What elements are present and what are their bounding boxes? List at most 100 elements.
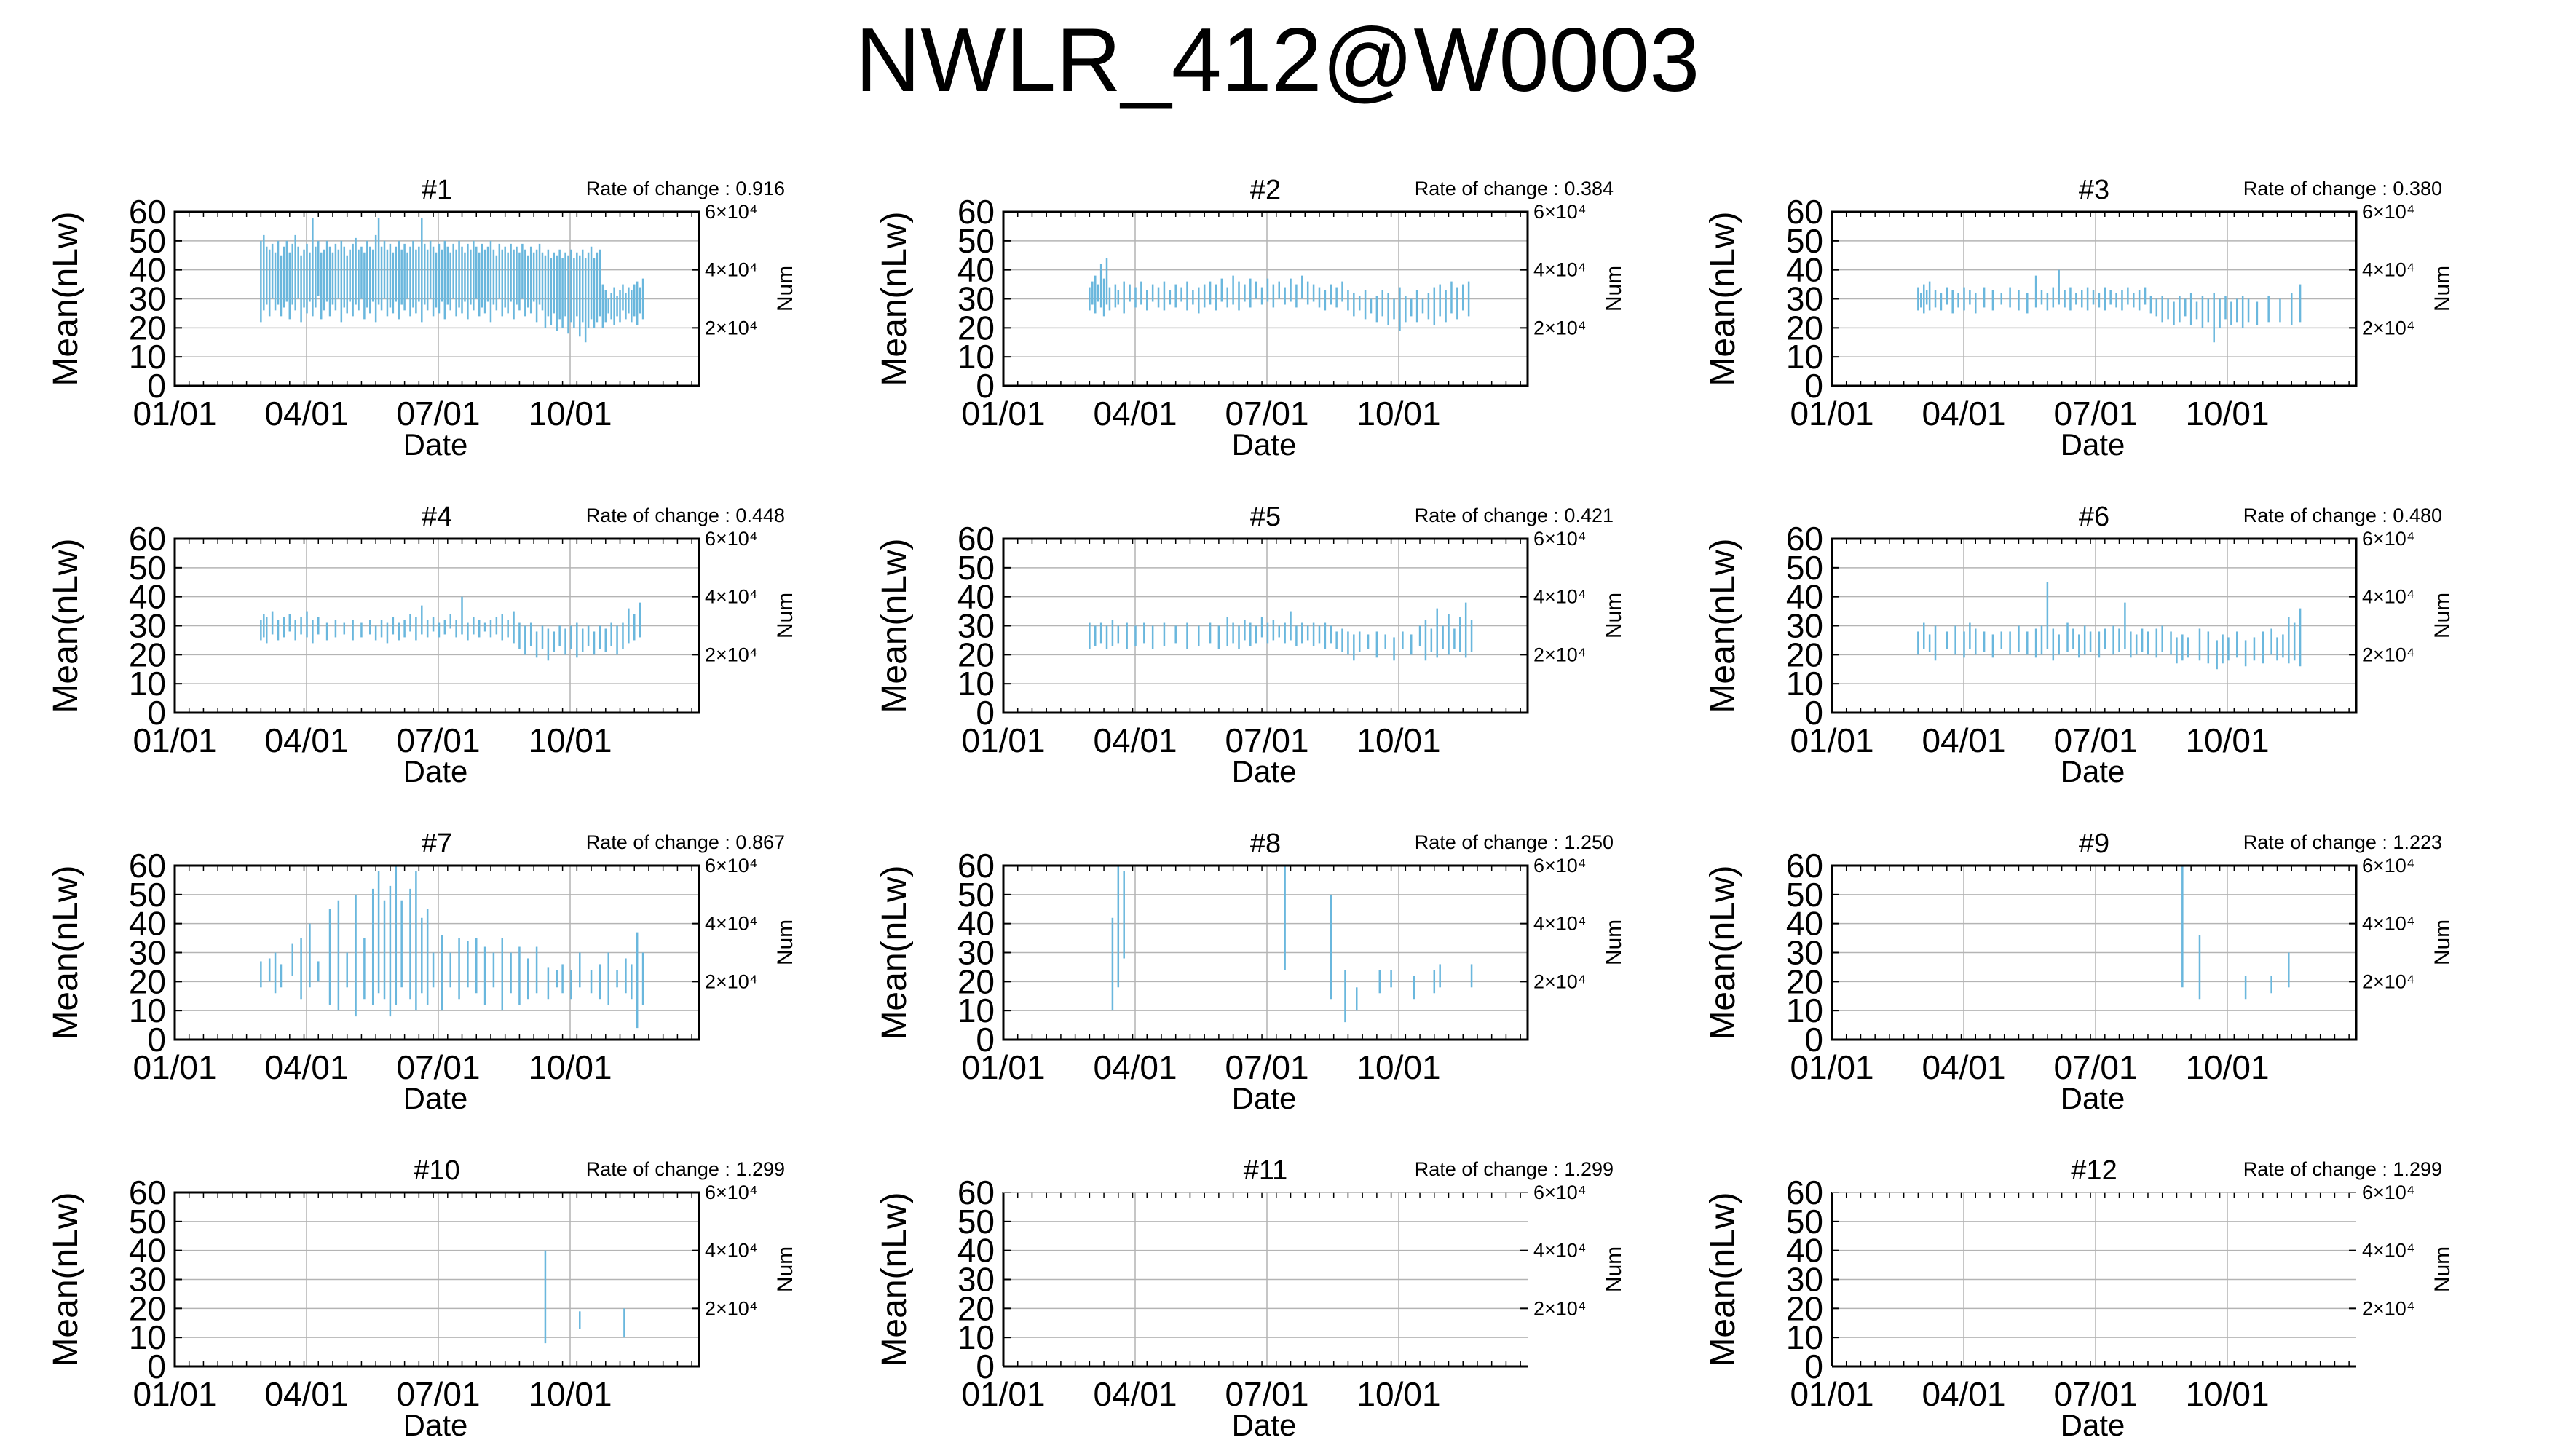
y-tick-label: 50 bbox=[957, 1203, 995, 1241]
page-title: NWLR_412@W0003 bbox=[855, 10, 1700, 111]
x-tick-label: 07/01 bbox=[396, 1375, 480, 1413]
x-axis-label: Date bbox=[403, 754, 468, 788]
y2-tick-label: 6×10⁴ bbox=[705, 528, 757, 550]
y2-tick-label: 4×10⁴ bbox=[1533, 913, 1586, 935]
plot-frame bbox=[1002, 537, 1529, 714]
x-tick-label: 04/01 bbox=[1093, 721, 1177, 759]
y-tick-label: 0 bbox=[976, 694, 995, 732]
x-tick-label: 01/01 bbox=[961, 395, 1045, 432]
y-tick-label: 0 bbox=[1804, 1348, 1823, 1385]
x-tick-label: 01/01 bbox=[1790, 1048, 1873, 1086]
y-axis-label: Mean(nLw) bbox=[1704, 1192, 1742, 1366]
y-axis-label: Mean(nLw) bbox=[47, 538, 85, 713]
y-tick-label: 50 bbox=[129, 222, 166, 260]
x-tick-label: 04/01 bbox=[1922, 1048, 2005, 1086]
y-tick-label: 0 bbox=[147, 367, 166, 405]
rate-of-change: Rate of change : 0.916 bbox=[586, 178, 785, 199]
y2-tick-label: 6×10⁴ bbox=[1533, 1182, 1586, 1203]
x-tick-label: 04/01 bbox=[1922, 1375, 2005, 1413]
y2-tick-label: 4×10⁴ bbox=[1533, 259, 1586, 281]
x-tick-label: 04/01 bbox=[1093, 1048, 1177, 1086]
y-tick-label: 30 bbox=[957, 280, 995, 318]
rate-value: 0.421 bbox=[1564, 505, 1614, 526]
rate-of-change: Rate of change : 0.448 bbox=[586, 505, 785, 526]
x-tick-label: 10/01 bbox=[2185, 395, 2269, 432]
x-tick-label: 10/01 bbox=[528, 1048, 612, 1086]
y2-tick-label: 4×10⁴ bbox=[2362, 586, 2414, 608]
y2-axis-label: Num bbox=[773, 266, 797, 312]
y-tick-label: 20 bbox=[957, 1289, 995, 1327]
y-tick-label: 60 bbox=[129, 847, 166, 885]
y2-tick-label: 2×10⁴ bbox=[705, 970, 757, 992]
rate-value: 1.299 bbox=[735, 1158, 785, 1180]
y-tick-label: 60 bbox=[957, 847, 995, 885]
panel-title: #3 bbox=[2079, 175, 2109, 205]
y2-tick-label: 6×10⁴ bbox=[1533, 855, 1586, 877]
y-tick-label: 50 bbox=[129, 876, 166, 914]
y2-tick-label: 4×10⁴ bbox=[2362, 1240, 2414, 1262]
x-tick-label: 07/01 bbox=[396, 721, 480, 759]
panel-title: #10 bbox=[414, 1155, 459, 1186]
y-tick-label: 0 bbox=[1804, 1021, 1823, 1059]
y-tick-label: 10 bbox=[957, 665, 995, 703]
y2-tick-label: 6×10⁴ bbox=[705, 201, 757, 223]
y-tick-label: 10 bbox=[129, 665, 166, 703]
panel-title: #5 bbox=[1250, 502, 1281, 532]
y-tick-label: 0 bbox=[1804, 367, 1823, 405]
rate-prefix: Rate of change : bbox=[1415, 505, 1565, 526]
y-axis-label: Mean(nLw) bbox=[47, 1192, 85, 1366]
rate-value: 0.480 bbox=[2393, 505, 2442, 526]
y-axis-label: Mean(nLw) bbox=[875, 1192, 914, 1366]
y-tick-label: 20 bbox=[957, 309, 995, 347]
x-tick-label: 07/01 bbox=[2053, 1048, 2137, 1086]
y-tick-label: 50 bbox=[957, 222, 995, 260]
x-tick-label: 01/01 bbox=[961, 1048, 1045, 1086]
y2-tick-label: 2×10⁴ bbox=[2362, 1297, 2414, 1319]
y2-tick-label: 6×10⁴ bbox=[2362, 855, 2414, 877]
y2-axis-label: Num bbox=[2430, 1246, 2455, 1292]
y-tick-label: 40 bbox=[957, 578, 995, 616]
plot-frame bbox=[173, 537, 700, 714]
y-tick-label: 10 bbox=[1786, 992, 1823, 1029]
plot-frame bbox=[1831, 864, 2358, 1041]
x-tick-label: 04/01 bbox=[1093, 395, 1177, 432]
y-tick-label: 10 bbox=[129, 1318, 166, 1356]
y-axis-label: Mean(nLw) bbox=[1704, 211, 1742, 386]
x-tick-label: 07/01 bbox=[1225, 395, 1308, 432]
rate-prefix: Rate of change : bbox=[1415, 1158, 1565, 1180]
x-tick-label: 10/01 bbox=[2185, 1375, 2269, 1413]
y2-tick-label: 2×10⁴ bbox=[1533, 1297, 1586, 1319]
rate-value: 0.384 bbox=[1564, 178, 1614, 199]
rate-prefix: Rate of change : bbox=[2243, 1158, 2393, 1180]
y-tick-label: 50 bbox=[1786, 876, 1823, 914]
y-tick-label: 30 bbox=[129, 607, 166, 645]
rate-value: 1.223 bbox=[2393, 831, 2442, 853]
rate-prefix: Rate of change : bbox=[586, 831, 736, 853]
y2-tick-label: 4×10⁴ bbox=[1533, 1240, 1586, 1262]
y-tick-label: 30 bbox=[1786, 1261, 1823, 1299]
y2-tick-label: 2×10⁴ bbox=[1533, 970, 1586, 992]
y-tick-label: 40 bbox=[957, 905, 995, 943]
x-tick-label: 01/01 bbox=[133, 721, 216, 759]
panel-title: #11 bbox=[1244, 1155, 1288, 1186]
x-tick-label: 10/01 bbox=[1357, 721, 1440, 759]
x-tick-label: 10/01 bbox=[528, 721, 612, 759]
y-tick-label: 10 bbox=[957, 1318, 995, 1356]
x-tick-label: 01/01 bbox=[1790, 1375, 1873, 1413]
y2-axis-label: Num bbox=[1602, 266, 1626, 312]
x-axis-label: Date bbox=[1232, 1408, 1297, 1442]
rate-of-change: Rate of change : 0.867 bbox=[586, 831, 785, 853]
y-tick-label: 50 bbox=[129, 1203, 166, 1241]
rate-of-change: Rate of change : 0.384 bbox=[1415, 178, 1614, 199]
rate-of-change: Rate of change : 0.380 bbox=[2243, 178, 2442, 199]
y2-axis-label: Num bbox=[2430, 593, 2455, 638]
x-tick-label: 04/01 bbox=[264, 1375, 348, 1413]
x-tick-label: 04/01 bbox=[264, 721, 348, 759]
y-tick-label: 50 bbox=[1786, 549, 1823, 587]
y2-tick-label: 2×10⁴ bbox=[705, 317, 757, 339]
y2-tick-label: 4×10⁴ bbox=[705, 586, 757, 608]
